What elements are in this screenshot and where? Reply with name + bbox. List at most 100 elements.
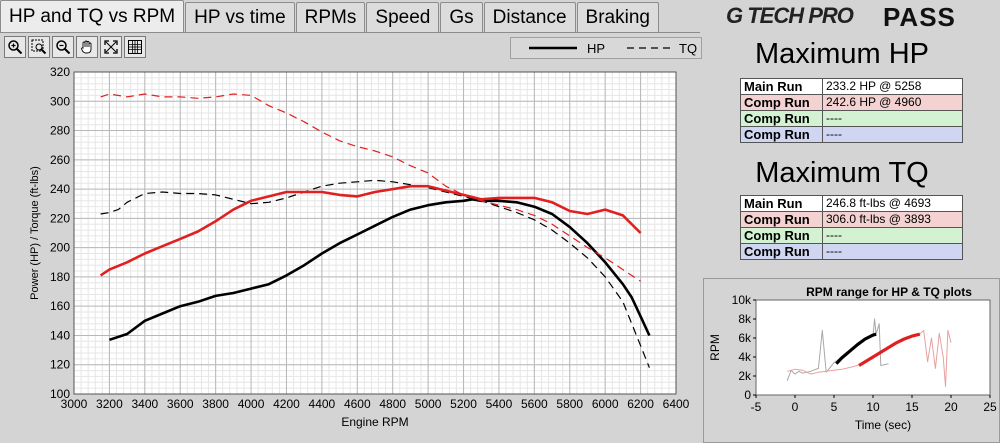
mini-y-tick-label: 10k: [732, 293, 752, 307]
plot-area: [73, 71, 677, 395]
max-tq-table: Main Run 246.8 ft-lbs @ 4693 Comp Run 306.0…: [740, 195, 963, 260]
x-tick-label: 6200: [627, 397, 654, 411]
max-tq-row: Comp Run 306.0 ft-lbs @ 3893: [740, 211, 963, 228]
plot-border: [73, 71, 677, 395]
mini-x-tick-label: 25: [983, 400, 997, 414]
legend-dashed-swatch: [627, 47, 671, 49]
y-tick-label: 200: [50, 241, 70, 255]
rpm-range-panel: RPM range for HP & TQ plots 0 2k 4k 6k 8k 10k -…: [703, 278, 1000, 443]
gtech-logo: G TECH PRO PASS: [718, 2, 1000, 32]
legend-hp-label: HP: [587, 40, 606, 56]
logo-brand: G TECH PRO: [726, 3, 854, 28]
y-tick-label: 120: [50, 358, 70, 372]
y-tick-label: 100: [50, 387, 70, 401]
run-value: 233.2 HP @ 5258: [822, 78, 963, 95]
run-label: Main Run: [740, 195, 823, 212]
mini-x-tick-label: 0: [792, 400, 799, 414]
y-tick-label: 140: [50, 328, 70, 342]
y-tick-label: 240: [50, 182, 70, 196]
rpm-range-plot: RPM range for HP & TQ plots 0 2k 4k 6k 8k 10k -…: [703, 278, 1000, 443]
mini-chart-title: RPM range for HP & TQ plots: [806, 285, 972, 299]
tab-speed[interactable]: Speed: [366, 2, 440, 32]
mini-y-tick-label: 2k: [738, 369, 752, 383]
x-axis-label: Engine RPM: [341, 415, 408, 429]
max-hp-table: Main Run 233.2 HP @ 5258 Comp Run 242.6 HP …: [740, 78, 963, 143]
run-label: Comp Run: [740, 126, 823, 143]
x-tick-label: 5200: [450, 397, 477, 411]
mini-y-axis-label: RPM: [708, 334, 722, 361]
main-hp-series-line: [108, 198, 651, 342]
mini-x-axis-label: Time (sec): [855, 418, 911, 432]
main-trace-line: [786, 318, 889, 381]
legend-solid-swatch: [529, 46, 577, 50]
x-tick-label: 5400: [486, 397, 513, 411]
grid-icon[interactable]: [124, 36, 146, 58]
y-tick-label: 260: [50, 153, 70, 167]
y-tick-label: 280: [50, 124, 70, 138]
max-hp-title: Maximum HP: [754, 38, 929, 70]
tab-hp-and-tq-vs-rpm[interactable]: HP and TQ vs RPM: [0, 0, 185, 33]
x-tick-label: 3400: [131, 397, 158, 411]
y-tick-label: 300: [50, 94, 70, 108]
run-label: Comp Run: [740, 211, 823, 228]
run-label: Main Run: [740, 78, 823, 95]
comp-tq-series-line: [100, 93, 641, 282]
fit-icon[interactable]: [100, 36, 122, 58]
run-value: ----: [822, 243, 963, 260]
zoom-box-icon[interactable]: [28, 36, 50, 58]
run-value: 242.6 HP @ 4960: [822, 94, 963, 111]
x-tick-label: 4400: [309, 397, 336, 411]
x-tick-label: 4600: [344, 397, 371, 411]
tab-rpms[interactable]: RPMs: [295, 2, 366, 32]
run-value: 246.8 ft-lbs @ 4693: [822, 195, 963, 212]
max-tq-row: Comp Run ----: [740, 243, 963, 260]
zoom-out-icon[interactable]: [52, 36, 74, 58]
chart-legend: HP TQ: [510, 37, 702, 59]
tab-gs[interactable]: Gs: [440, 2, 483, 32]
x-tick-label: 5600: [521, 397, 548, 411]
hp-tq-chart: 3000 3200 3400 3600 3800 4000 4200 4400 4600 4800…: [0, 58, 700, 443]
run-value: ----: [822, 110, 963, 127]
mini-y-tick-label: 8k: [738, 312, 752, 326]
run-label: Comp Run: [740, 243, 823, 260]
x-tick-label: 3200: [96, 397, 123, 411]
mini-x-tick-label: 15: [905, 400, 919, 414]
x-tick-label: 3800: [202, 397, 229, 411]
y-tick-label: 180: [50, 270, 70, 284]
x-tick-label: 6000: [592, 397, 619, 411]
y-axis-label: Power (HP) / Torque (ft-lbs): [29, 166, 41, 300]
max-hp-row: Comp Run ----: [740, 126, 963, 143]
comp-hp-series-line: [99, 184, 642, 277]
x-tick-label: 3000: [61, 397, 88, 411]
max-tq-title: Maximum TQ: [755, 157, 929, 189]
run-value: 306.0 ft-lbs @ 3893: [822, 211, 963, 228]
run-label: Comp Run: [740, 227, 823, 244]
hp-tq-plot: 3000 3200 3400 3600 3800 4000 4200 4400 4600 4800…: [29, 65, 690, 429]
y-tick-label: 220: [50, 211, 70, 225]
mini-x-tick-label: -5: [751, 400, 762, 414]
x-tick-label: 4800: [379, 397, 406, 411]
tab-distance[interactable]: Distance: [483, 2, 576, 32]
x-tick-label: 4200: [273, 397, 300, 411]
x-tick-label: 4000: [238, 397, 265, 411]
run-label: Comp Run: [740, 110, 823, 127]
mini-x-tick-label: 20: [944, 400, 958, 414]
x-tick-label: 3600: [167, 397, 194, 411]
max-hp-row: Main Run 233.2 HP @ 5258: [740, 78, 963, 95]
tab-braking[interactable]: Braking: [576, 2, 659, 32]
max-hp-row: Comp Run ----: [740, 110, 963, 127]
mini-y-tick-label: 4k: [738, 350, 752, 364]
mini-y-tick-label: 0: [744, 388, 751, 402]
y-tick-label: 160: [50, 299, 70, 313]
mini-y-tick-label: 6k: [738, 331, 752, 345]
run-label: Comp Run: [740, 94, 823, 111]
mini-x-tick-label: 5: [831, 400, 838, 414]
x-tick-label: 5800: [556, 397, 583, 411]
tab-bar: HP and TQ vs RPM HP vs time RPMs Speed Gs Dis…: [0, 0, 660, 33]
pan-hand-icon[interactable]: [76, 36, 98, 58]
graph-toolbar: [4, 36, 146, 58]
tab-hp-vs-time[interactable]: HP vs time: [185, 2, 295, 32]
logo-product: PASS: [883, 2, 956, 32]
zoom-in-icon[interactable]: [4, 36, 26, 58]
